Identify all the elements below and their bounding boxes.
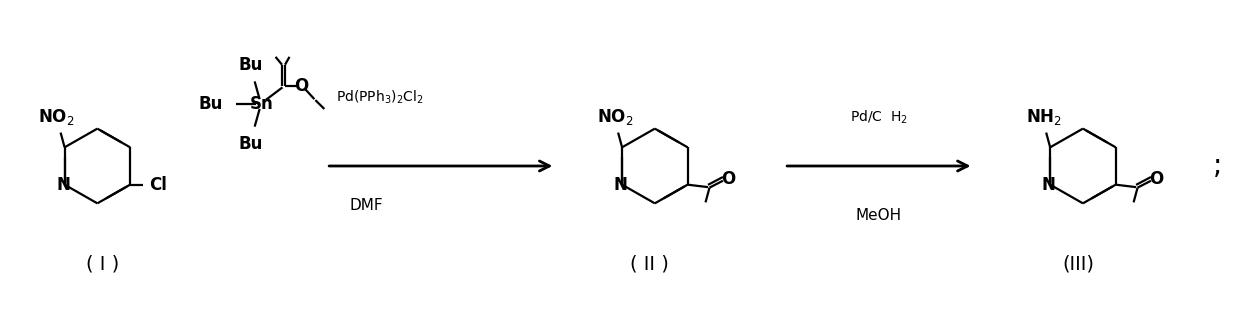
Text: O: O [294,77,309,95]
Text: N: N [614,176,627,194]
Text: ;: ; [1213,152,1221,180]
Text: Bu: Bu [198,95,223,113]
Text: ( II ): ( II ) [630,255,670,274]
Text: N: N [56,176,69,194]
Text: Bu: Bu [238,56,263,73]
Text: NO$_2$: NO$_2$ [38,107,74,127]
Text: Bu: Bu [238,134,263,153]
Text: Cl: Cl [149,176,167,194]
Text: O: O [1149,170,1163,188]
Text: Pd(PPh$_3$)$_2$Cl$_2$: Pd(PPh$_3$)$_2$Cl$_2$ [336,88,424,106]
Text: Sn: Sn [249,95,274,113]
Text: N: N [1042,176,1055,194]
Text: NO$_2$: NO$_2$ [596,107,634,127]
Text: Pd/C  H$_2$: Pd/C H$_2$ [849,108,908,125]
Text: O: O [722,170,735,188]
Text: (III): (III) [1061,255,1094,274]
Text: NH$_2$: NH$_2$ [1027,107,1061,127]
Text: ( I ): ( I ) [86,255,119,274]
Text: DMF: DMF [350,198,383,213]
Text: MeOH: MeOH [856,208,901,223]
